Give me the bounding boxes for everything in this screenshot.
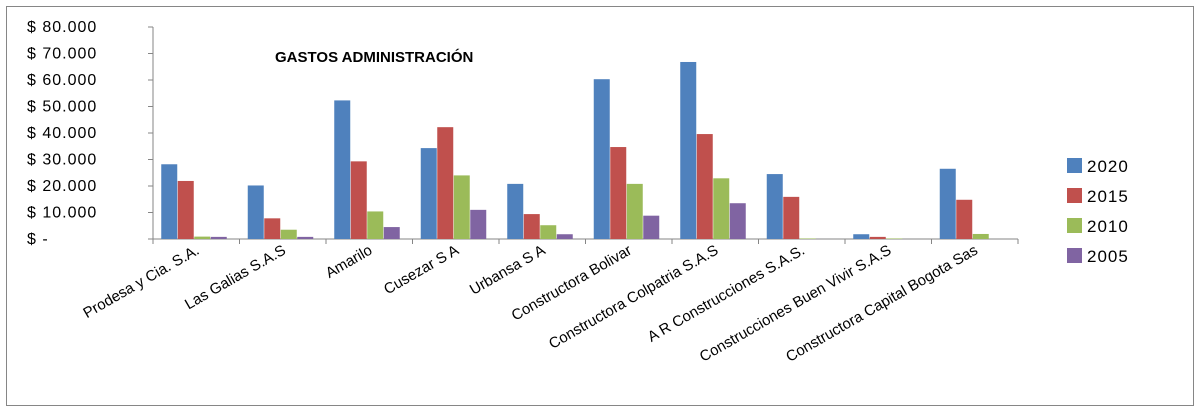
bar xyxy=(210,236,227,239)
x-axis-labels: Prodesa y Cia. S.A.Las Galias S.A.S Amari… xyxy=(80,242,980,366)
y-tick-label: $ 20.000 xyxy=(27,178,97,195)
bar xyxy=(280,229,297,239)
bar xyxy=(247,185,264,239)
x-tick-label: Prodesa y Cia. S.A. xyxy=(80,242,202,322)
bar xyxy=(696,134,713,239)
x-tick-label: Constructora Colpatria S.A.S xyxy=(546,242,721,353)
bar xyxy=(593,79,610,239)
bar xyxy=(713,178,730,239)
x-tick-label: Urbansa S A xyxy=(467,242,548,299)
bar xyxy=(453,175,470,239)
chart-title: GASTOS ADMINISTRACIÓN xyxy=(275,48,473,66)
y-tick-label: $ 60.000 xyxy=(27,72,97,89)
bar xyxy=(383,227,400,239)
bar xyxy=(437,127,454,239)
x-tick-label: A R Construcciones S.A.S. xyxy=(645,242,808,346)
y-tick-label: $ 10.000 xyxy=(27,205,97,222)
legend-swatch xyxy=(1067,188,1082,203)
x-tick-label: Cusezar S A xyxy=(381,242,462,298)
y-tick-label: $ 80.000 xyxy=(27,19,97,36)
y-tick-label: $ 30.000 xyxy=(27,152,97,169)
bar xyxy=(470,209,487,239)
bar xyxy=(177,180,194,239)
bar xyxy=(507,183,524,239)
bar xyxy=(194,236,211,239)
legend-swatch xyxy=(1067,248,1082,263)
y-axis-ticks: $ - $ 10.000 $ 20.000 $ 30.000 $ 40.000 $ 50.… xyxy=(27,19,153,248)
bar xyxy=(610,147,627,239)
y-tick-label: $ - xyxy=(27,231,49,248)
bar xyxy=(869,236,886,239)
bar xyxy=(523,214,540,239)
bar xyxy=(783,196,800,239)
bar xyxy=(939,168,956,239)
bar xyxy=(420,148,437,239)
bar xyxy=(799,238,816,239)
legend-swatch xyxy=(1067,158,1082,173)
bar xyxy=(729,203,746,239)
bar xyxy=(766,174,783,239)
bar xyxy=(334,100,351,239)
bar xyxy=(853,234,870,239)
legend-label: 2010 xyxy=(1087,217,1129,236)
legend-swatch xyxy=(1067,218,1082,233)
y-tick-label: $ 70.000 xyxy=(27,46,97,63)
legend: 2020 2015 2010 2005 xyxy=(1067,157,1129,266)
y-tick-label: $ 50.000 xyxy=(27,99,97,116)
bar xyxy=(297,236,314,239)
legend-label: 2005 xyxy=(1087,247,1129,266)
bar xyxy=(350,161,367,239)
bar xyxy=(956,199,973,239)
bar xyxy=(161,164,178,239)
x-tick-label: Amarilo xyxy=(323,242,376,282)
bar xyxy=(540,225,557,239)
bar xyxy=(680,61,697,240)
bar xyxy=(556,234,573,239)
chart-frame: GASTOS ADMINISTRACIÓN $ - $ 10.000 $ 20.00… xyxy=(6,6,1194,406)
bar-chart: GASTOS ADMINISTRACIÓN $ - $ 10.000 $ 20.00… xyxy=(27,19,1129,366)
bars xyxy=(152,61,1019,244)
legend-label: 2015 xyxy=(1087,187,1129,206)
y-tick-label: $ 40.000 xyxy=(27,125,97,142)
bar xyxy=(367,211,384,239)
bar xyxy=(264,218,281,239)
bar xyxy=(886,238,903,239)
bar xyxy=(626,183,643,239)
bar xyxy=(972,233,989,239)
legend-label: 2020 xyxy=(1087,157,1129,176)
bar xyxy=(643,215,660,239)
